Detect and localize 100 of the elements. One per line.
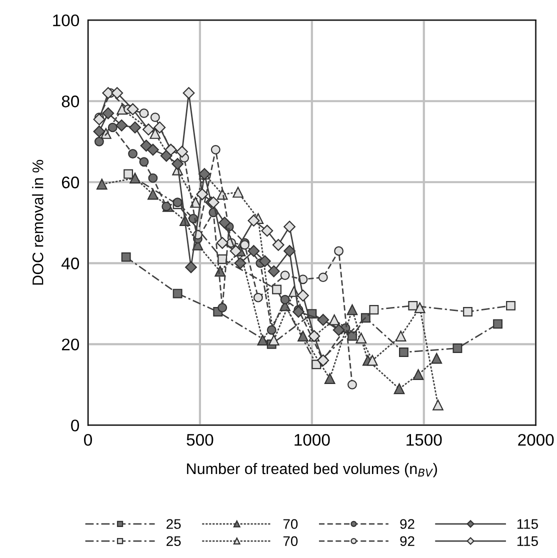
legend-label: 92: [400, 536, 414, 546]
point: [298, 330, 308, 342]
point: [266, 325, 276, 335]
point: [102, 87, 114, 99]
point: [146, 144, 159, 156]
point: [356, 332, 367, 344]
point: [284, 245, 296, 257]
point: [93, 113, 106, 126]
point: [261, 224, 274, 237]
y-tick-label: 80: [62, 96, 80, 108]
point: [317, 314, 330, 326]
point: [154, 121, 166, 134]
point: [172, 158, 184, 170]
point: [172, 288, 182, 298]
point: [230, 245, 242, 257]
point: [102, 107, 114, 120]
legend-label: 25: [166, 536, 181, 546]
legend-label: 25: [166, 519, 181, 529]
point: [176, 146, 188, 158]
point: [126, 103, 139, 116]
x-tick-label: 500: [186, 434, 214, 446]
point: [124, 169, 134, 179]
point: [394, 383, 405, 394]
point: [408, 300, 418, 310]
x-axis-title: Number of treated bed volumes (n$_{BV}$): [187, 462, 437, 478]
point: [128, 149, 138, 158]
legend-label: 92: [400, 519, 414, 529]
point: [292, 306, 304, 318]
point: [148, 188, 158, 200]
x-tick-label: 1000: [294, 434, 330, 446]
point: [268, 334, 280, 346]
point: [94, 136, 104, 146]
point: [348, 380, 357, 390]
point: [196, 188, 208, 200]
point: [412, 369, 424, 380]
legend-label: 70: [283, 536, 298, 546]
point: [96, 178, 108, 190]
point: [431, 352, 442, 364]
point: [139, 157, 149, 167]
point: [395, 330, 406, 342]
point: [210, 145, 220, 154]
point: [121, 252, 131, 262]
point: [93, 126, 106, 138]
legend-label: 70: [283, 519, 298, 529]
point: [366, 354, 378, 366]
point: [506, 300, 516, 310]
point: [332, 324, 345, 336]
y-axis-title: DOC removal in %: [32, 160, 44, 285]
point: [150, 112, 160, 122]
x-tick-label: 1500: [406, 434, 442, 446]
point: [328, 314, 340, 326]
x-tick-label: 2000: [518, 434, 554, 446]
point: [248, 245, 260, 257]
point: [234, 257, 246, 270]
point: [218, 302, 228, 312]
point: [218, 216, 231, 229]
legend-label: 115: [517, 519, 538, 529]
point: [116, 119, 128, 132]
point: [272, 284, 282, 294]
point: [452, 344, 462, 353]
point: [182, 87, 195, 99]
point: [139, 108, 149, 118]
point: [111, 87, 124, 99]
point: [258, 255, 271, 268]
y-tick-label: 40: [62, 258, 80, 270]
point: [216, 236, 228, 249]
point: [414, 302, 426, 314]
point: [272, 238, 284, 251]
y-tick-label: 100: [53, 14, 80, 26]
y-tick-label: 0: [71, 420, 80, 432]
point: [108, 122, 118, 132]
point: [399, 348, 408, 357]
legend-label: 115: [517, 536, 538, 546]
point: [130, 172, 140, 184]
point: [369, 305, 379, 314]
point: [257, 334, 268, 346]
point: [284, 220, 296, 233]
point: [268, 265, 280, 278]
point: [318, 272, 328, 282]
y-tick-label: 60: [62, 176, 80, 188]
point: [148, 173, 158, 183]
point: [150, 128, 161, 139]
point: [129, 121, 141, 134]
point: [142, 124, 154, 136]
point: [140, 140, 152, 152]
point: [248, 214, 260, 227]
point: [346, 304, 358, 316]
point: [324, 373, 336, 384]
point: [280, 270, 290, 280]
y-tick-label: 20: [62, 338, 80, 350]
point: [432, 400, 444, 410]
point: [297, 290, 309, 302]
point: [253, 292, 263, 302]
point: [463, 307, 472, 316]
point: [334, 246, 344, 256]
point: [280, 294, 290, 304]
point: [185, 261, 197, 274]
x-tick-label: 0: [84, 434, 92, 446]
point: [493, 319, 502, 329]
point: [232, 186, 244, 198]
